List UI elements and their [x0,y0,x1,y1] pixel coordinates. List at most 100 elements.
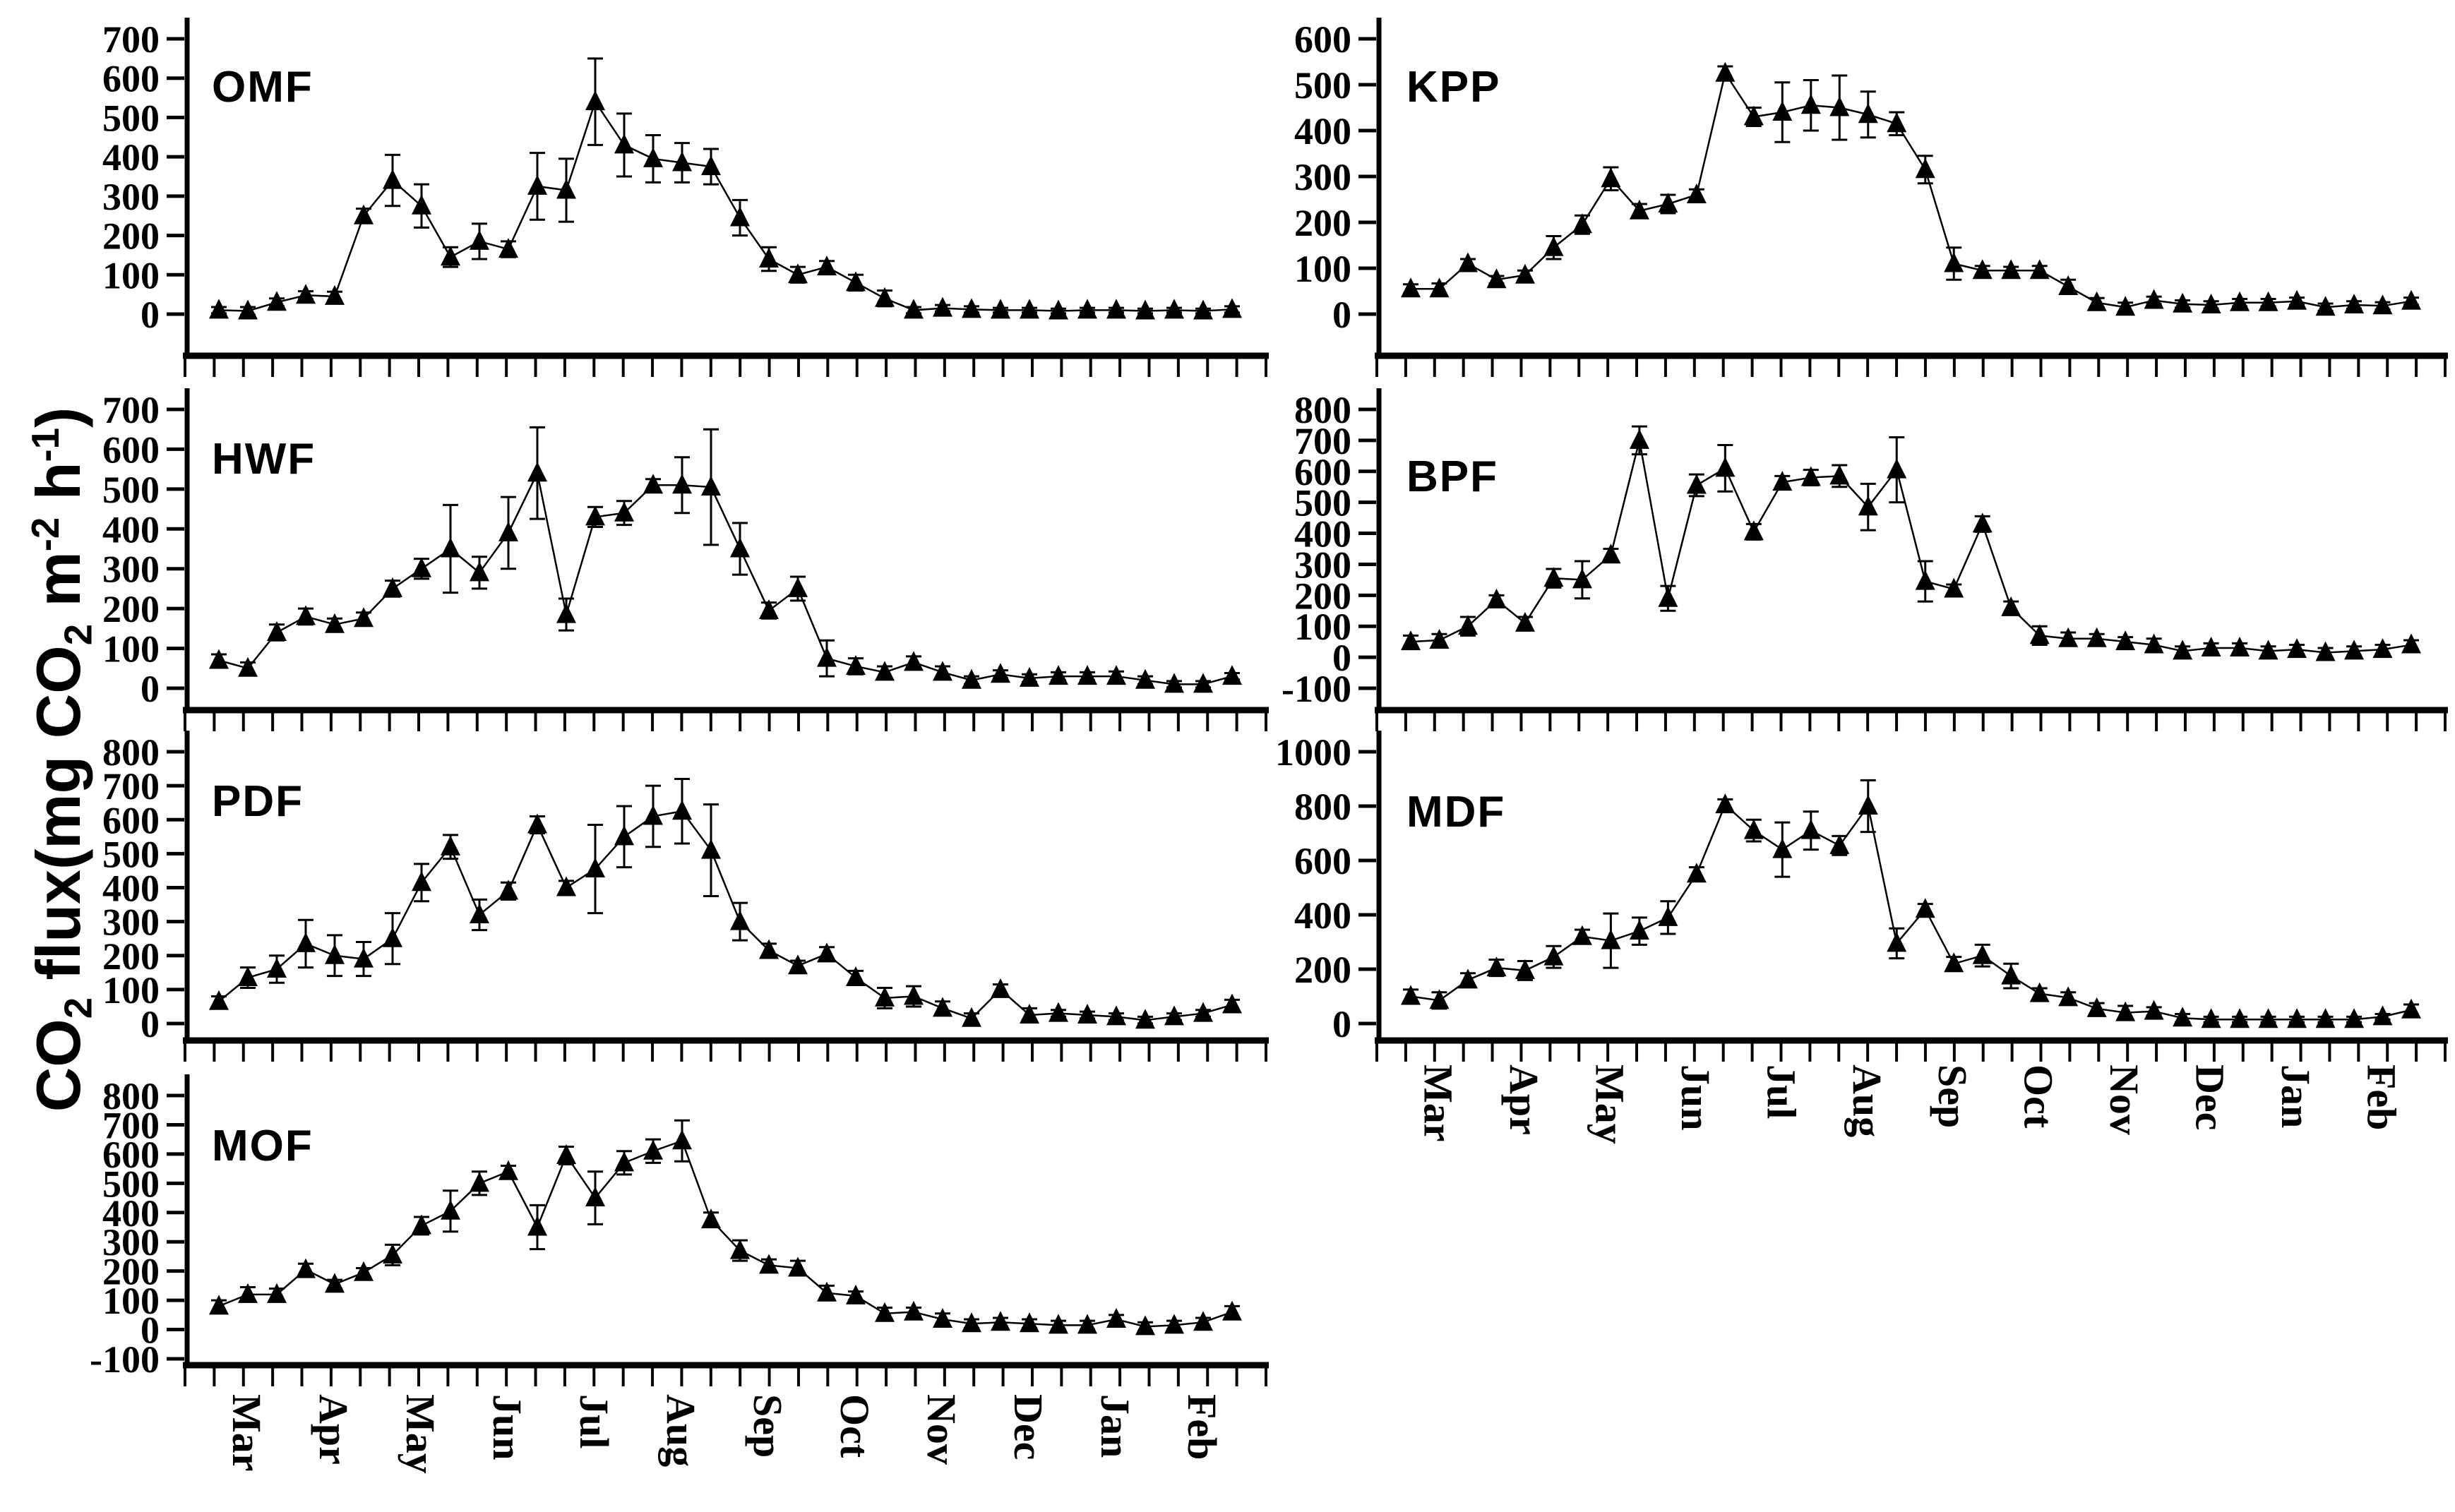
triangle-marker [759,599,779,619]
triangle-marker [1106,299,1126,319]
triangle-marker [962,1007,981,1027]
triangle-marker [643,147,663,167]
triangle-marker [296,605,316,625]
triangle-marker [2058,275,2079,295]
triangle-marker [991,978,1010,998]
triangle-marker [933,296,952,317]
triangle-marker [1401,277,1421,298]
triangle-marker [2086,627,2107,647]
triangle-marker [1858,496,1878,516]
triangle-marker [614,501,634,522]
triangle-marker [2344,640,2365,660]
y-tick-label: 300 [102,176,160,218]
triangle-marker [1829,464,1850,485]
triangle-marker [498,238,518,258]
triangle-marker [1486,268,1507,289]
triangle-marker [1164,1005,1184,1026]
month-labels: Mar Apr May Jun Jul Aug Sep Oct Nov Dec Jan Feb [1415,1064,2404,1144]
triangle-marker [643,805,663,825]
triangle-marker [2201,294,2221,313]
triangle-marker [1164,673,1184,693]
triangle-marker [1135,299,1155,320]
triangle-marker [2001,596,2021,616]
triangle-marker [2115,630,2136,651]
triangle-marker [846,271,866,292]
triangle-marker [2230,291,2250,311]
y-tick-label: 100 [102,628,160,671]
triangle-marker [1858,795,1878,815]
triangle-marker [2029,982,2050,1002]
triangle-marker [1164,1314,1184,1334]
y-tick-label: 400 [102,868,160,910]
triangle-marker [1457,252,1478,272]
triangle-marker [470,561,489,582]
series-line [1410,803,2412,1021]
triangle-marker [759,939,779,959]
series-line [218,1139,1233,1328]
triangle-marker [1077,1314,1097,1334]
triangle-marker [2315,296,2336,316]
triangle-marker [788,577,808,597]
triangle-marker [1772,838,1793,858]
triangle-marker [1572,213,1592,234]
triangle-marker [1572,925,1592,945]
triangle-marker [875,1302,895,1322]
triangle-marker [962,298,981,318]
y-tick-label: 800 [102,731,160,774]
triangle-marker [325,284,345,305]
triangle-marker [1601,929,1621,949]
triangle-marker [1972,259,1993,280]
triangle-marker [412,557,431,577]
y-tick-label: 200 [1294,949,1351,991]
triangle-marker [1193,1311,1213,1331]
triangle-marker [1915,570,1935,590]
triangle-marker [470,1172,489,1192]
triangle-marker [267,1283,287,1303]
triangle-marker [1972,512,1993,533]
triangle-marker [1049,665,1068,685]
y-tick-label: 500 [1294,64,1351,107]
triangle-marker [585,858,605,878]
triangle-marker [2372,638,2393,659]
triangle-marker [1743,105,1764,126]
triangle-marker [1715,793,1736,814]
series-markers [1401,61,2421,316]
triangle-marker [383,927,402,947]
triangle-marker [904,651,924,671]
series-line [1410,440,2412,654]
triangle-marker [2058,986,2079,1007]
triangle-marker [1106,665,1126,685]
triangle-marker [1743,819,1764,839]
triangle-marker [2029,259,2050,280]
y-tick-label: 100 [1294,606,1351,648]
triangle-marker [556,876,576,896]
triangle-marker [441,1199,460,1220]
error-bars [1403,65,2419,313]
triangle-marker [1772,101,1793,121]
triangle-marker [1401,630,1421,651]
triangle-marker [1686,474,1707,494]
y-tick-label: 200 [102,1251,160,1293]
triangle-marker [1222,665,1242,685]
triangle-marker [2287,638,2307,659]
y-tick-label: 200 [102,215,160,258]
triangle-marker [527,1216,547,1236]
month-label: May [398,1394,443,1474]
series-line [218,100,1233,312]
y-tick-label: 700 [102,1104,160,1146]
panel-title-bpf: BPF [1406,452,1498,501]
y-tick-label: 300 [102,1221,160,1264]
y-tick-label: 0 [141,1003,160,1045]
triangle-marker [1686,863,1707,883]
triangle-marker [556,1144,576,1164]
panel-title-omf: OMF [212,63,313,112]
triangle-marker [846,966,866,987]
triangle-marker [556,603,576,623]
triangle-marker [1629,428,1649,449]
panel-title-hwf: HWF [212,435,316,484]
triangle-marker [2401,633,2421,654]
triangle-marker [2173,1007,2193,1027]
